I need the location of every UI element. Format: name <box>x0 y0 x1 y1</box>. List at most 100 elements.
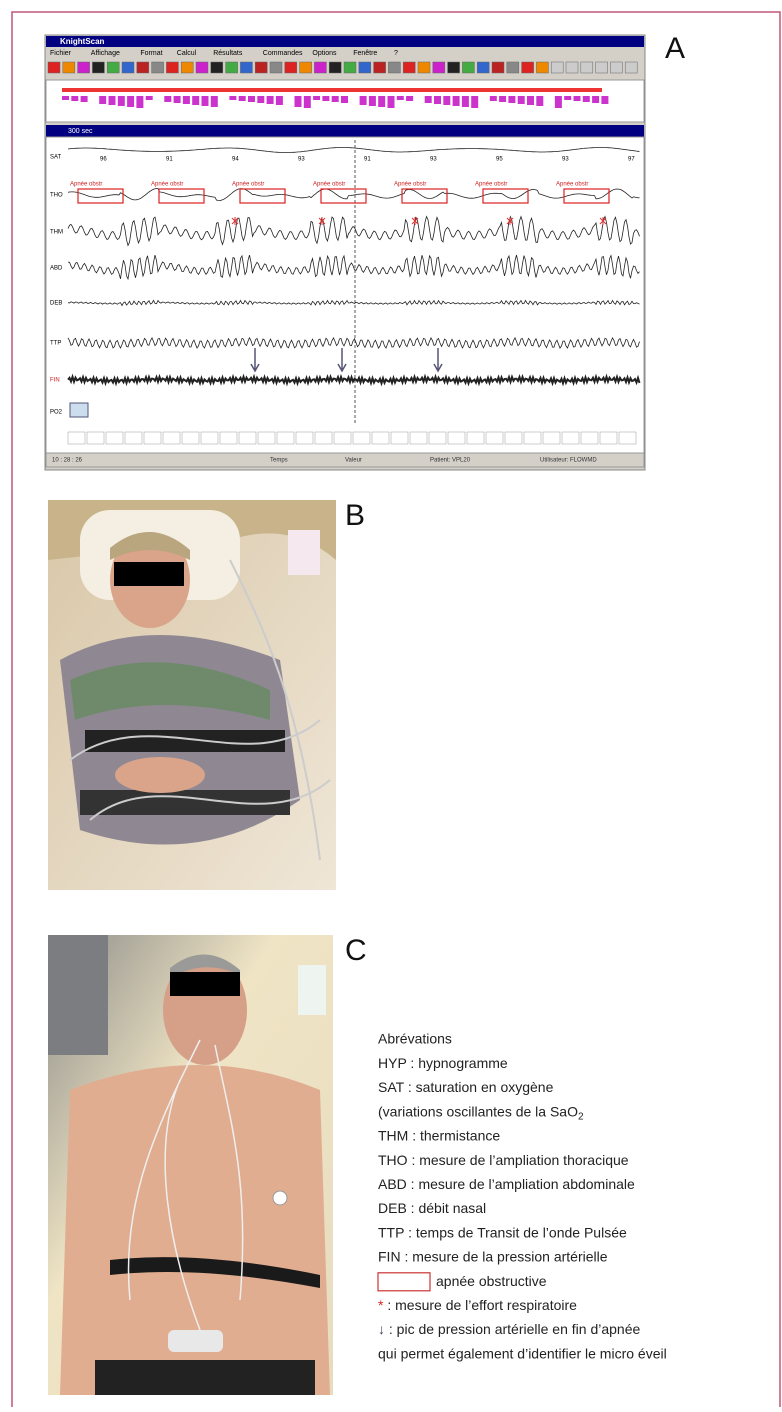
toolbar-button[interactable] <box>211 62 223 73</box>
hypnogram-bar <box>164 96 171 102</box>
toolbar-button[interactable] <box>240 62 252 73</box>
toolbar-button[interactable] <box>374 62 386 73</box>
hypnogram-bar <box>499 96 506 102</box>
time-cell <box>87 432 104 444</box>
toolbar-button[interactable] <box>359 62 371 73</box>
toolbar-button[interactable] <box>462 62 474 73</box>
time-cell <box>106 432 123 444</box>
hypnogram-bar <box>304 96 311 108</box>
menu-item[interactable]: Fenêtre <box>353 50 377 57</box>
channel-label: SAT <box>50 155 62 161</box>
toolbar-button[interactable] <box>403 62 415 73</box>
toolbar-button[interactable] <box>507 62 519 73</box>
toolbar-button[interactable] <box>344 62 356 73</box>
toolbar-button[interactable] <box>78 62 90 73</box>
sat-value: 93 <box>430 157 437 163</box>
time-cell <box>220 432 237 444</box>
toolbar-button[interactable] <box>433 62 445 73</box>
toolbar-button[interactable] <box>255 62 267 73</box>
toolbar-button[interactable] <box>137 62 149 73</box>
toolbar-button[interactable] <box>388 62 400 73</box>
hypnogram-bar <box>267 96 274 104</box>
menu-item[interactable]: Affichage <box>91 50 120 57</box>
toolbar-button[interactable] <box>551 62 563 73</box>
toolbar-button[interactable] <box>581 62 593 73</box>
menu-item[interactable]: Options <box>312 50 337 57</box>
channel-label: FIN <box>50 378 60 384</box>
toolbar-button[interactable] <box>122 62 134 73</box>
time-cell <box>296 432 313 444</box>
hypnogram-bar <box>239 96 246 101</box>
toolbar-button[interactable] <box>196 62 208 73</box>
menu-item[interactable]: Commandes <box>263 50 303 57</box>
toolbar-button[interactable] <box>314 62 326 73</box>
time-cell <box>144 432 161 444</box>
sat-value: 96 <box>100 157 107 163</box>
time-cell <box>277 432 294 444</box>
toolbar-button[interactable] <box>166 62 178 73</box>
channel-label: TTP <box>50 341 61 347</box>
event-label: Apnée obstr <box>313 182 345 188</box>
hypnogram-bar <box>360 96 367 105</box>
status-field: Patient: VPL20 <box>430 458 471 464</box>
legend-item: DEB : débit nasal <box>378 1200 486 1216</box>
toolbar-button[interactable] <box>522 62 534 73</box>
toolbar-button[interactable] <box>92 62 104 73</box>
legend-item: * : mesure de l’effort respiratoire <box>378 1297 577 1313</box>
toolbar-button[interactable] <box>63 62 75 73</box>
toolbar-button[interactable] <box>285 62 297 73</box>
menu-item[interactable]: Calcul <box>177 50 197 57</box>
time-cell <box>258 432 275 444</box>
toolbar-button[interactable] <box>181 62 193 73</box>
toolbar-button[interactable] <box>226 62 238 73</box>
legend-item: SAT : saturation en oxygène <box>378 1079 554 1095</box>
event-label: Apnée obstr <box>151 182 183 188</box>
toolbar-button[interactable] <box>610 62 622 73</box>
hypnogram-bar <box>462 96 469 107</box>
menu-item[interactable]: Résultats <box>213 50 243 57</box>
toolbar-button[interactable] <box>300 62 312 73</box>
toolbar-button[interactable] <box>536 62 548 73</box>
legend-text: qui permet également d’identifier le mic… <box>378 1345 667 1361</box>
time-cell <box>467 432 484 444</box>
status-field: Temps <box>270 458 288 464</box>
legend-item: THM : thermistance <box>378 1127 500 1143</box>
time-cell <box>68 432 85 444</box>
hypnogram-bar <box>574 96 581 101</box>
menu-item[interactable]: ? <box>394 50 398 57</box>
toolbar-button[interactable] <box>152 62 164 73</box>
legend-item: THO : mesure de l’ampliation thoracique <box>378 1152 629 1168</box>
menu-item[interactable]: Fichier <box>50 50 72 57</box>
hypnogram-bar <box>146 96 153 100</box>
legend-text: ABD : mesure de l’ampliation abdominale <box>378 1176 635 1192</box>
hypnogram-bar <box>378 96 385 107</box>
toolbar-button[interactable] <box>477 62 489 73</box>
toolbar-button[interactable] <box>448 62 460 73</box>
toolbar-button[interactable] <box>107 62 119 73</box>
time-cell <box>505 432 522 444</box>
sat-value: 91 <box>166 157 173 163</box>
toolbar-button[interactable] <box>329 62 341 73</box>
toolbar-button[interactable] <box>270 62 282 73</box>
hypnogram-bar <box>332 96 339 102</box>
event-label: Apnée obstr <box>394 182 426 188</box>
toolbar-button[interactable] <box>492 62 504 73</box>
hypnogram-bar <box>183 96 190 104</box>
legend-text: THM : thermistance <box>378 1127 500 1143</box>
hypnogram-bar <box>322 96 329 101</box>
toolbar-button[interactable] <box>625 62 637 73</box>
hypnogram-bar <box>453 96 460 106</box>
toolbar-button[interactable] <box>566 62 578 73</box>
toolbar-button[interactable] <box>596 62 608 73</box>
legend-text: SAT : saturation en oxygène <box>378 1079 554 1095</box>
sat-value: 91 <box>364 157 371 163</box>
menu-item[interactable]: Format <box>140 50 162 57</box>
app-title: KnightScan <box>60 37 105 46</box>
toolbar-button[interactable] <box>418 62 430 73</box>
time-cell <box>524 432 541 444</box>
hypnogram-bar <box>211 96 218 107</box>
channel-label: DEB <box>50 301 62 307</box>
toolbar-button[interactable] <box>48 62 60 73</box>
hypnogram-bar <box>564 96 571 100</box>
